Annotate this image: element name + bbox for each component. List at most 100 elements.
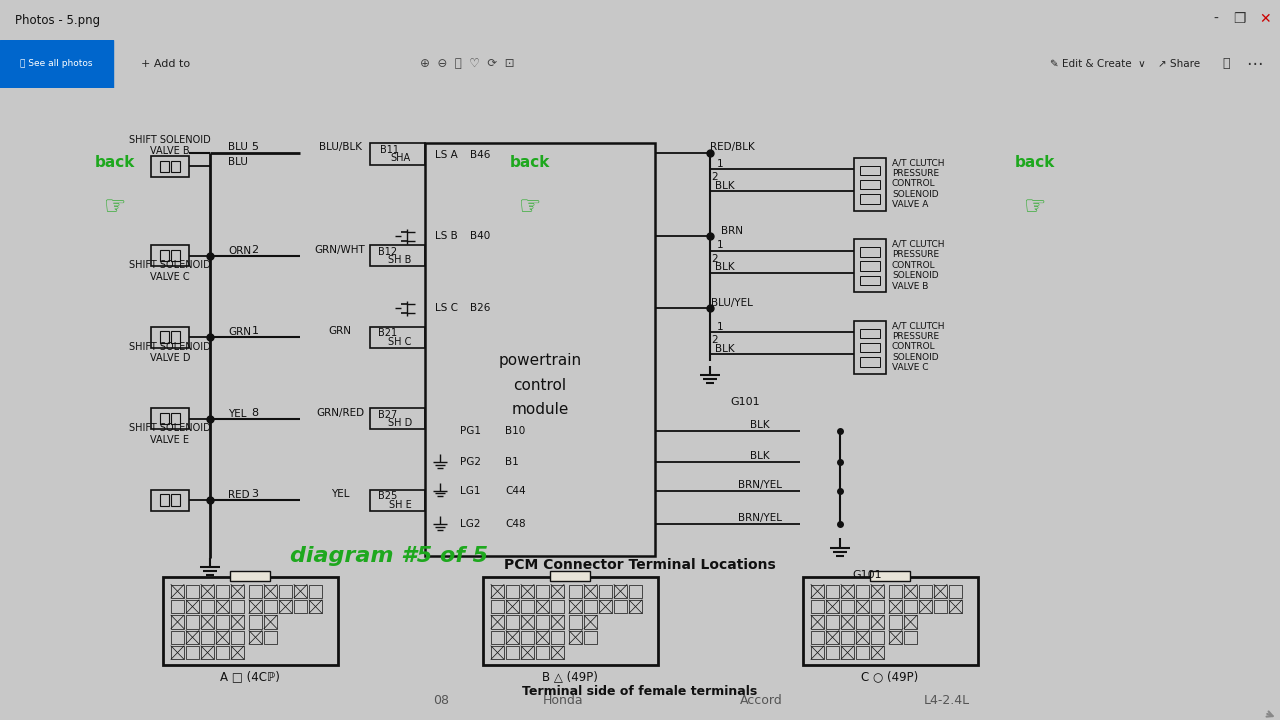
Bar	[812, 585, 824, 598]
Text: SHA: SHA	[390, 153, 410, 163]
Bar	[506, 646, 518, 660]
Bar	[890, 615, 902, 629]
Text: SHIFT SOLENOID
VALVE E: SHIFT SOLENOID VALVE E	[129, 423, 211, 445]
Bar	[536, 585, 549, 598]
Bar	[250, 585, 262, 598]
Text: 1: 1	[717, 240, 723, 250]
Text: BLU/YEL: BLU/YEL	[712, 297, 753, 307]
Text: BRN/YEL: BRN/YEL	[739, 480, 782, 490]
Bar	[860, 357, 881, 367]
Bar	[826, 646, 838, 660]
Text: G101: G101	[730, 397, 759, 408]
Bar	[264, 631, 276, 644]
Text: A/T CLUTCH
PRESSURE
CONTROL
SOLENOID
VALVE C: A/T CLUTCH PRESSURE CONTROL SOLENOID VAL…	[892, 321, 945, 372]
Bar	[230, 571, 270, 581]
Bar	[584, 631, 596, 644]
Bar	[492, 631, 504, 644]
Text: ⊕  ⊖  🗑  ♡  ⟳  ⊡: ⊕ ⊖ 🗑 ♡ ⟳ ⊡	[420, 57, 515, 71]
Bar	[628, 585, 643, 598]
Bar	[151, 156, 189, 177]
Text: BLK: BLK	[716, 181, 735, 191]
Text: SH C: SH C	[388, 337, 412, 347]
Text: ORN: ORN	[228, 246, 251, 256]
Bar	[628, 600, 643, 613]
Bar	[230, 600, 244, 613]
Text: 8: 8	[251, 408, 259, 418]
Text: G101: G101	[852, 570, 882, 580]
Text: LS B: LS B	[435, 231, 458, 241]
Bar	[870, 646, 884, 660]
Bar	[230, 631, 244, 644]
Bar	[890, 631, 902, 644]
Bar	[201, 646, 214, 660]
Bar	[172, 646, 184, 660]
Bar	[172, 413, 180, 424]
Text: B11: B11	[380, 145, 399, 156]
Bar	[370, 327, 425, 348]
Bar	[172, 250, 180, 261]
Bar	[186, 646, 198, 660]
Bar	[506, 600, 518, 613]
Bar	[370, 408, 425, 429]
Bar	[160, 331, 169, 343]
Bar	[860, 261, 881, 271]
Text: LS A: LS A	[435, 150, 458, 160]
Bar	[856, 631, 869, 644]
Bar	[172, 161, 180, 172]
Bar	[370, 490, 425, 510]
Bar	[216, 600, 229, 613]
Bar	[536, 631, 549, 644]
Text: A □ (4Cℙ): A □ (4Cℙ)	[220, 670, 280, 683]
Bar	[492, 585, 504, 598]
Bar	[614, 600, 627, 613]
Bar	[0, 40, 113, 88]
Text: ↗ Share: ↗ Share	[1158, 59, 1201, 68]
Text: L4-2.4L: L4-2.4L	[924, 693, 970, 707]
Bar	[904, 585, 916, 598]
Bar	[264, 615, 276, 629]
Bar	[201, 631, 214, 644]
Bar	[584, 585, 596, 598]
Bar	[870, 600, 884, 613]
Text: SHIFT SOLENOID
VALVE B: SHIFT SOLENOID VALVE B	[129, 135, 211, 156]
Bar	[584, 615, 596, 629]
Bar	[870, 585, 884, 598]
Bar	[870, 631, 884, 644]
Bar	[172, 585, 184, 598]
Bar	[841, 631, 854, 644]
Text: GRN/WHT: GRN/WHT	[315, 245, 365, 255]
Text: B △ (49P): B △ (49P)	[541, 670, 598, 683]
Text: A/T CLUTCH
PRESSURE
CONTROL
SOLENOID
VALVE A: A/T CLUTCH PRESSURE CONTROL SOLENOID VAL…	[892, 158, 945, 209]
Bar	[854, 158, 886, 210]
Text: PG1: PG1	[460, 426, 481, 436]
Bar	[570, 600, 582, 613]
Text: Honda: Honda	[543, 693, 584, 707]
Bar	[550, 600, 564, 613]
Bar	[172, 331, 180, 343]
Text: C44: C44	[506, 485, 526, 495]
Bar	[216, 631, 229, 644]
Bar	[201, 585, 214, 598]
Bar	[370, 245, 425, 266]
Text: RED/BLK: RED/BLK	[709, 143, 754, 153]
Text: LG2: LG2	[460, 519, 480, 529]
Bar	[151, 245, 189, 266]
Text: SHIFT SOLENOID
VALVE D: SHIFT SOLENOID VALVE D	[129, 342, 211, 364]
Text: BLU: BLU	[228, 143, 248, 153]
Bar	[860, 328, 881, 338]
Text: ✎ Edit & Create  ∨: ✎ Edit & Create ∨	[1050, 59, 1146, 68]
Bar	[201, 615, 214, 629]
Bar	[506, 615, 518, 629]
Text: Accord: Accord	[740, 693, 783, 707]
Bar	[890, 600, 902, 613]
Bar	[812, 631, 824, 644]
Text: SH E: SH E	[389, 500, 411, 510]
Text: ☞: ☞	[1024, 196, 1046, 220]
Bar	[856, 585, 869, 598]
Text: 2: 2	[712, 335, 718, 345]
Text: B26: B26	[470, 303, 490, 313]
Bar	[856, 646, 869, 660]
Text: 🖨: 🖨	[1222, 57, 1230, 71]
Bar	[550, 615, 564, 629]
Bar	[812, 600, 824, 613]
